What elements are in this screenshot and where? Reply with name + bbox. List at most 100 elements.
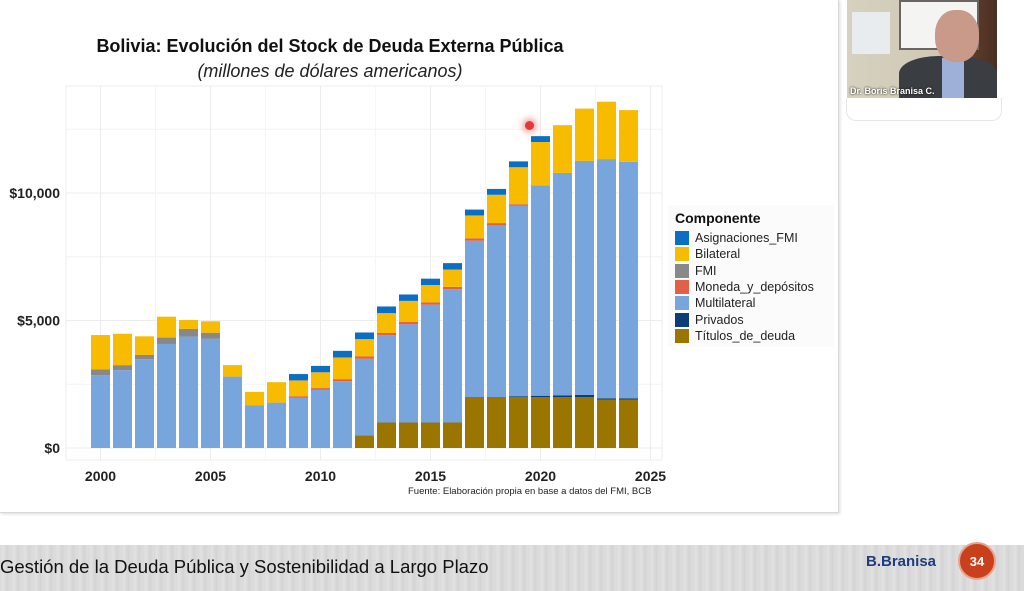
bar-segment-moneda-y-depósitos <box>487 223 506 226</box>
bar-segment-privados <box>619 398 638 400</box>
bar-segment-títulos-de-deuda <box>575 397 594 448</box>
bar-segment-moneda-y-depósitos <box>377 332 396 336</box>
legend-label: Bilateral <box>695 247 741 262</box>
bar-segment-títulos-de-deuda <box>355 435 374 448</box>
bar-segment-privados <box>531 395 550 397</box>
bar-segment-multilateral <box>245 405 264 448</box>
bar-segment-multilateral <box>267 402 286 448</box>
bar-segment-multilateral <box>509 205 528 397</box>
bar-segment-bilateral <box>575 108 594 161</box>
bar-stack-2004 <box>179 319 198 448</box>
bar-segment-multilateral <box>135 359 154 448</box>
bar-segment-bilateral <box>91 335 110 370</box>
bar-segment-fmi <box>91 369 110 376</box>
bar-segment-títulos-de-deuda <box>487 397 506 448</box>
participant-head <box>935 10 979 62</box>
legend-swatch <box>675 296 689 311</box>
video-tile[interactable]: Dr. Boris Branisa C. <box>847 0 997 98</box>
legend-label: Títulos_de_deuda <box>695 328 796 343</box>
bar-segment-asignaciones-fmi <box>509 161 528 168</box>
bar-segment-títulos-de-deuda <box>443 422 462 448</box>
bar-segment-bilateral <box>311 372 330 389</box>
bar-stack-2015 <box>421 278 440 448</box>
bar-stack-2000 <box>91 335 110 448</box>
legend: Componente Asignaciones_FMI Bilateral FMI M… <box>668 205 834 348</box>
bar-segment-bilateral <box>377 313 396 333</box>
bar-segment-bilateral <box>619 110 638 162</box>
bar-stack-2014 <box>399 294 418 448</box>
bar-segment-bilateral <box>113 333 132 366</box>
bar-segment-multilateral <box>421 304 440 423</box>
axis-layer: $0 $5,000 $10,000 2000 2005 2010 2015 2020 2025 <box>9 185 666 484</box>
legend-swatch <box>675 328 689 343</box>
footer-bar <box>0 545 1024 591</box>
bar-segment-bilateral <box>201 321 220 333</box>
bar-stack-2021 <box>553 125 572 448</box>
x-tick-label: 2025 <box>635 468 666 484</box>
bar-segment-multilateral <box>91 375 110 448</box>
bar-segment-multilateral <box>597 159 616 399</box>
bar-segment-privados <box>597 398 616 400</box>
bar-segment-multilateral <box>355 358 374 436</box>
bar-segment-fmi <box>157 337 176 344</box>
pointer-indicator <box>525 121 534 130</box>
bar-stack-2012 <box>355 332 374 448</box>
bar-stack-2023 <box>597 101 616 448</box>
bar-segment-bilateral <box>531 142 550 186</box>
legend-swatch <box>675 231 689 246</box>
bar-segment-bilateral <box>179 319 198 329</box>
legend-label: Multilateral <box>695 296 756 311</box>
bar-segment-multilateral <box>487 225 506 397</box>
bar-stack-2022 <box>575 108 594 448</box>
y-tick-label: $5,000 <box>17 313 60 329</box>
bar-segment-multilateral <box>223 376 242 448</box>
x-tick-label: 2010 <box>305 468 336 484</box>
legend-label: FMI <box>695 263 717 278</box>
bar-stack-2018 <box>487 188 506 448</box>
bar-segment-bilateral <box>465 215 484 239</box>
legend-swatch <box>675 263 689 278</box>
bar-segment-moneda-y-depósitos <box>311 388 330 390</box>
bar-segment-multilateral <box>553 172 572 396</box>
bar-segment-asignaciones-fmi <box>443 263 462 270</box>
bar-segment-títulos-de-deuda <box>509 397 528 448</box>
bar-stack-2006 <box>223 365 242 448</box>
chart-subtitle: (millones de dólares americanos) <box>197 61 463 81</box>
bar-stack-2019 <box>509 161 528 448</box>
bar-segment-bilateral <box>355 339 374 357</box>
y-tick-label: $10,000 <box>9 185 60 201</box>
bar-segment-bilateral <box>289 380 308 397</box>
bar-stack-2024 <box>619 110 638 448</box>
bar-segment-bilateral <box>553 125 572 173</box>
bar-stack-2001 <box>113 333 132 448</box>
bar-segment-títulos-de-deuda <box>553 397 572 448</box>
bar-segment-títulos-de-deuda <box>619 399 638 448</box>
bar-segment-moneda-y-depósitos <box>289 396 308 398</box>
participant-name: Dr. Boris Branisa C. <box>850 86 935 96</box>
bar-segment-asignaciones-fmi <box>311 365 330 373</box>
bar-segment-moneda-y-depósitos <box>421 302 440 305</box>
bar-segment-multilateral <box>157 343 176 448</box>
bar-segment-multilateral <box>531 185 550 396</box>
bar-segment-asignaciones-fmi <box>377 306 396 314</box>
legend-label: Moneda_y_depósitos <box>695 280 814 295</box>
bar-segment-fmi <box>135 354 154 360</box>
bar-stack-2020 <box>531 136 550 448</box>
legend-items: Asignaciones_FMI Bilateral FMI Moneda_y_dep… <box>672 230 830 344</box>
bar-stack-2005 <box>201 321 220 448</box>
legend-item: Privados <box>672 311 830 327</box>
bar-segment-asignaciones-fmi <box>289 374 308 381</box>
bar-stack-2013 <box>377 306 396 448</box>
legend-item: Títulos_de_deuda <box>672 328 830 344</box>
bar-stack-2010 <box>311 365 330 448</box>
bar-stack-2008 <box>267 382 286 448</box>
legend-item: Multilateral <box>672 295 830 311</box>
bar-stack-2017 <box>465 209 484 448</box>
source-note: Fuente: Elaboración propia en base a dat… <box>408 486 652 497</box>
bars-layer <box>91 101 638 448</box>
bar-segment-bilateral <box>421 285 440 303</box>
bar-segment-multilateral <box>377 335 396 423</box>
bar-segment-multilateral <box>619 161 638 399</box>
x-tick-label: 2005 <box>195 468 226 484</box>
legend-swatch <box>675 247 689 262</box>
